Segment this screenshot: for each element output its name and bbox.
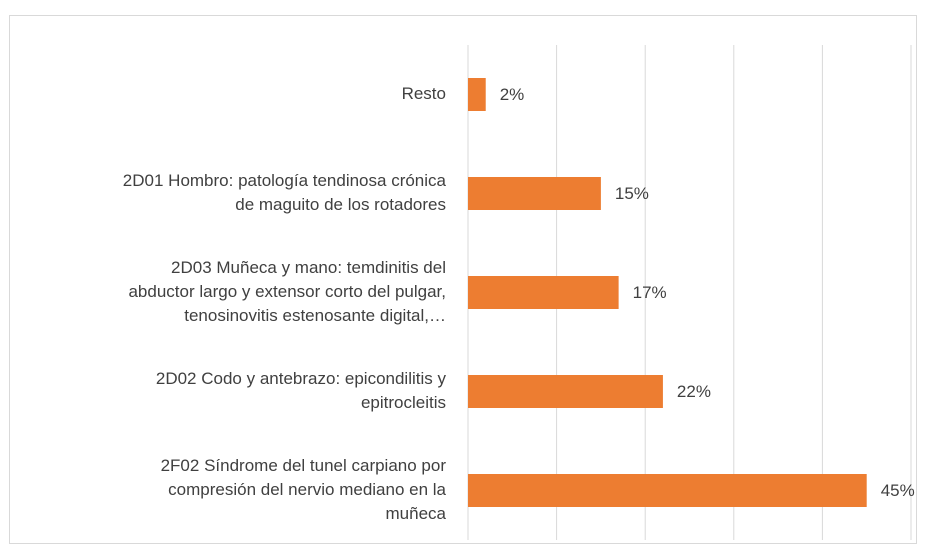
- bar: [468, 177, 601, 210]
- y-tick-label: muñeca: [386, 504, 447, 523]
- y-tick-label: 2D01 Hombro: patología tendinosa crónica: [123, 171, 447, 190]
- bar: [468, 375, 663, 408]
- data-label: 17%: [633, 283, 667, 302]
- y-tick-label: compresión del nervio mediano en la: [168, 480, 446, 499]
- y-tick-label: 2D02 Codo y antebrazo: epicondilitis y: [156, 369, 447, 388]
- bar: [468, 276, 619, 309]
- y-tick-label: tenosinovitis estenosante digital,…: [184, 306, 446, 325]
- chart-frame: [9, 15, 917, 544]
- y-tick-label: 2F02 Síndrome del tunel carpiano por: [161, 456, 447, 475]
- y-tick-label: de maguito de los rotadores: [235, 195, 446, 214]
- y-tick-label: 2D03 Muñeca y mano: temdinitis del: [171, 258, 446, 277]
- y-tick-label: epitrocleitis: [361, 393, 446, 412]
- bar: [468, 474, 867, 507]
- bar: [468, 78, 486, 111]
- data-label: 45%: [881, 481, 915, 500]
- data-label: 22%: [677, 382, 711, 401]
- data-label: 2%: [500, 85, 525, 104]
- y-tick-label: Resto: [402, 84, 446, 103]
- data-label: 15%: [615, 184, 649, 203]
- y-tick-label: abductor largo y extensor corto del pulg…: [128, 282, 446, 301]
